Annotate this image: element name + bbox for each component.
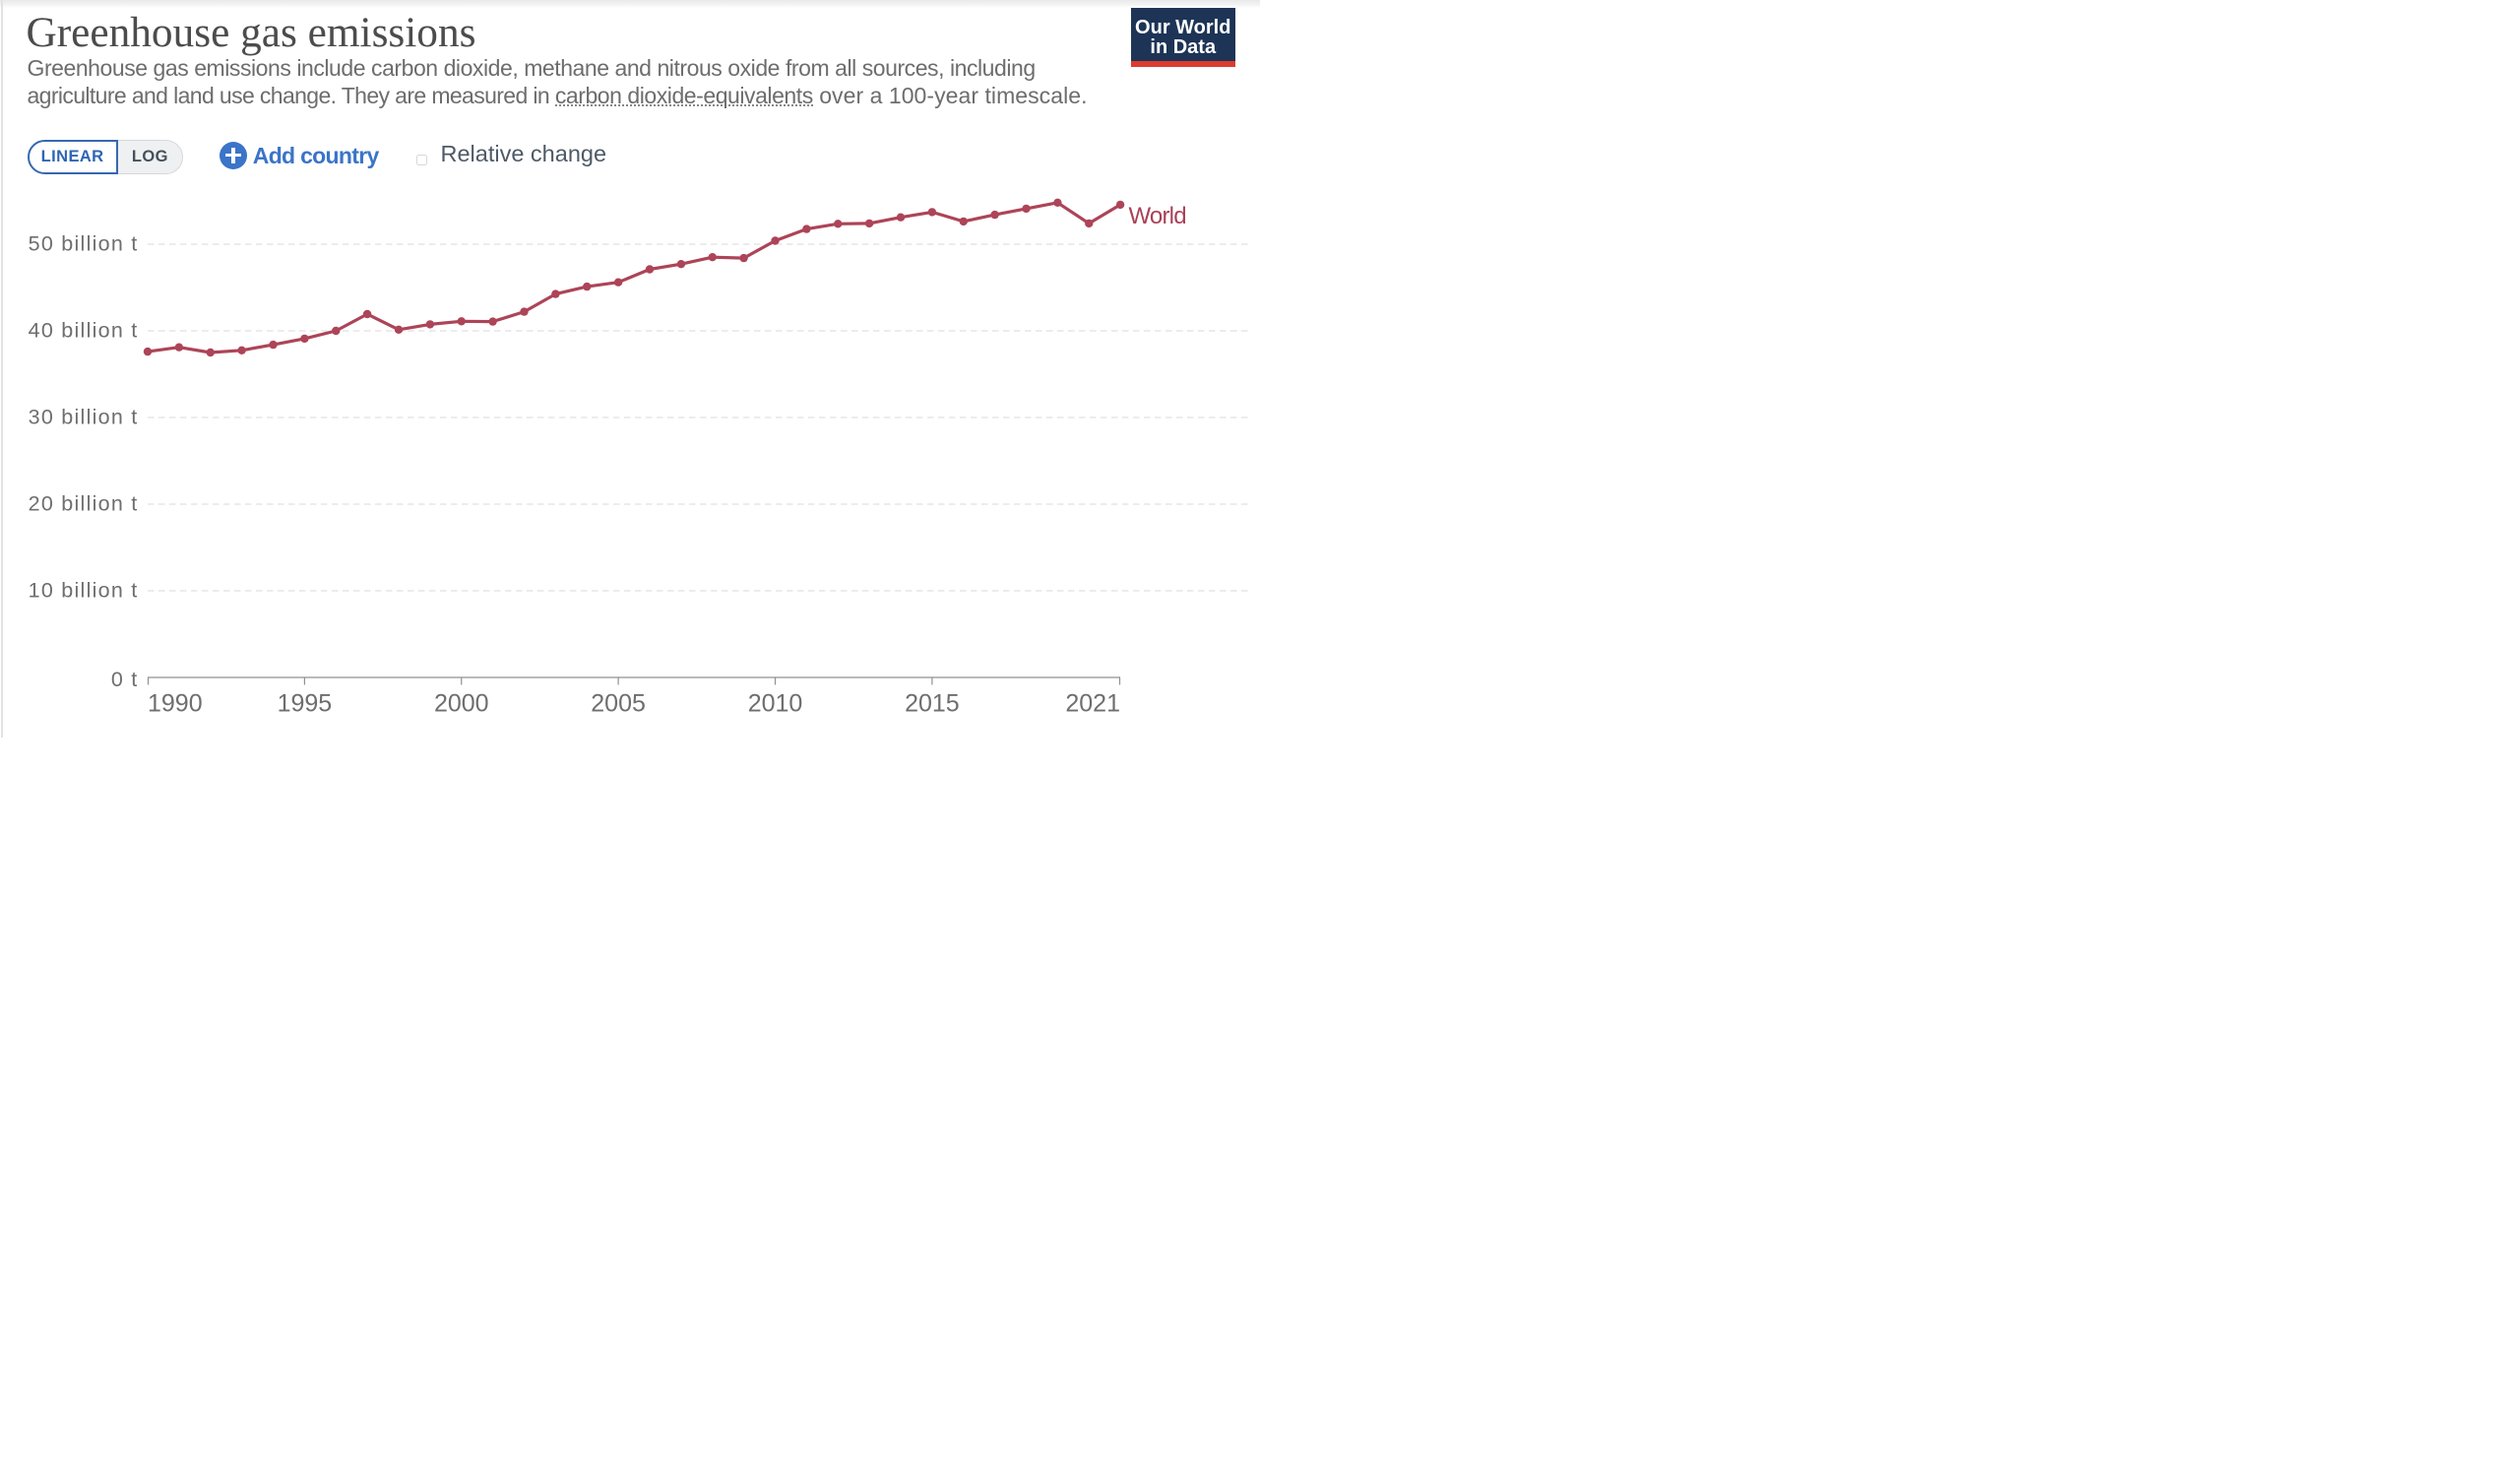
svg-text:World: World bbox=[1129, 203, 1186, 229]
svg-text:1990: 1990 bbox=[148, 689, 203, 717]
svg-text:2010: 2010 bbox=[748, 689, 803, 717]
svg-text:2005: 2005 bbox=[591, 689, 646, 717]
svg-text:2021: 2021 bbox=[1065, 689, 1120, 717]
svg-text:1995: 1995 bbox=[278, 689, 333, 717]
svg-text:40 billion t: 40 billion t bbox=[29, 319, 139, 343]
svg-text:20 billion t: 20 billion t bbox=[29, 492, 139, 516]
svg-text:10 billion t: 10 billion t bbox=[29, 579, 139, 603]
svg-text:2000: 2000 bbox=[434, 689, 489, 717]
svg-text:50 billion t: 50 billion t bbox=[29, 232, 139, 256]
svg-text:2015: 2015 bbox=[905, 689, 960, 717]
svg-text:30 billion t: 30 billion t bbox=[29, 406, 139, 429]
svg-text:0 t: 0 t bbox=[111, 668, 139, 691]
